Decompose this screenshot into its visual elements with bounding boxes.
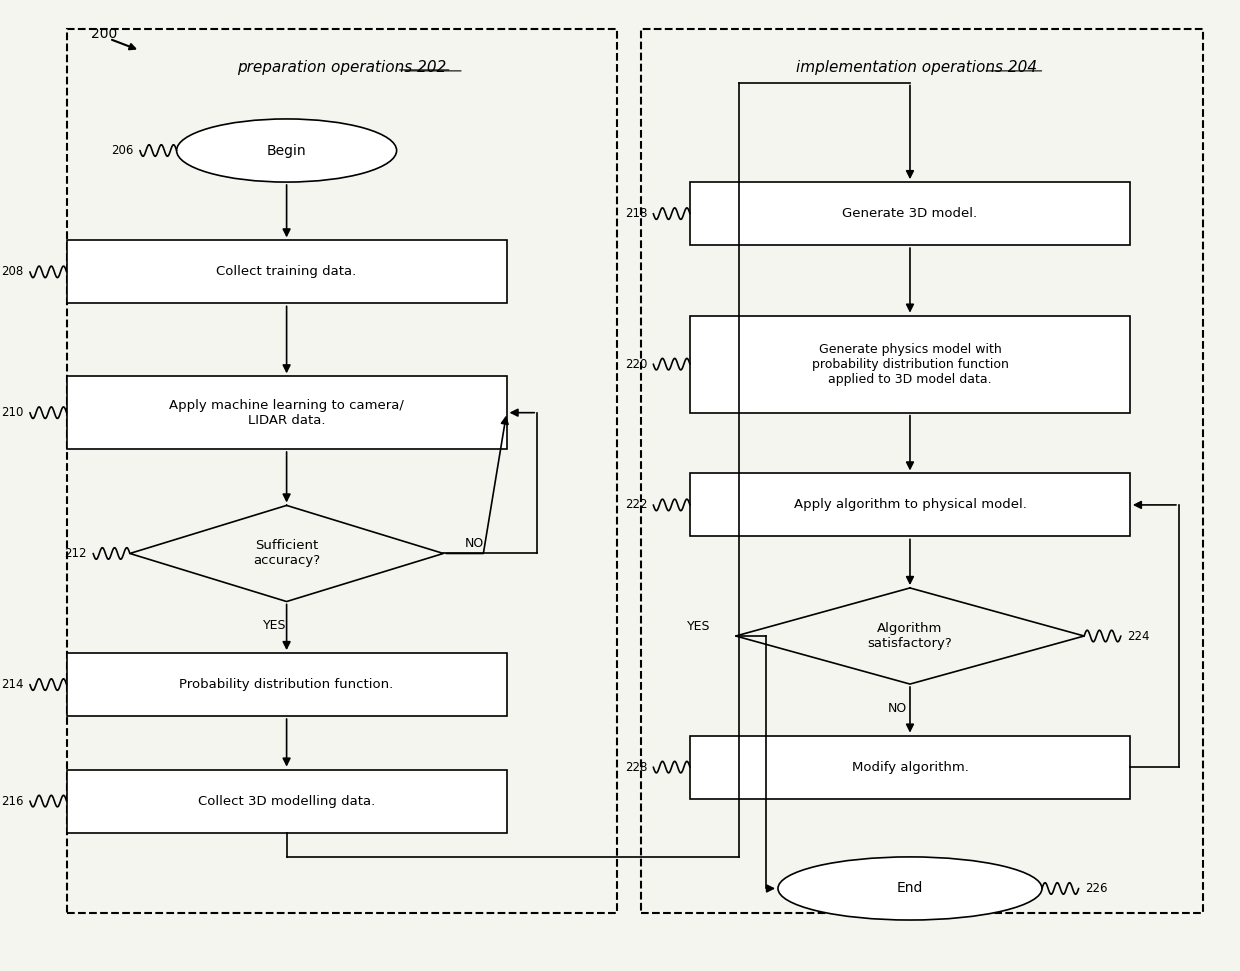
FancyBboxPatch shape — [67, 769, 507, 833]
Text: Modify algorithm.: Modify algorithm. — [852, 760, 968, 774]
Ellipse shape — [176, 119, 397, 183]
Text: Generate 3D model.: Generate 3D model. — [842, 207, 977, 220]
Text: NO: NO — [464, 537, 484, 551]
Text: 224: 224 — [1127, 629, 1149, 643]
Text: 210: 210 — [1, 406, 24, 419]
Text: 218: 218 — [625, 207, 647, 220]
Text: 214: 214 — [1, 678, 24, 691]
FancyBboxPatch shape — [67, 653, 507, 717]
Text: End: End — [897, 882, 923, 895]
Ellipse shape — [777, 856, 1042, 921]
Text: NO: NO — [888, 702, 908, 715]
Text: 226: 226 — [1085, 882, 1107, 895]
FancyBboxPatch shape — [689, 183, 1130, 245]
Text: Generate physics model with
probability distribution function
applied to 3D mode: Generate physics model with probability … — [811, 343, 1008, 385]
Text: Begin: Begin — [267, 144, 306, 157]
Text: 212: 212 — [64, 547, 87, 560]
FancyBboxPatch shape — [689, 474, 1130, 536]
FancyBboxPatch shape — [689, 316, 1130, 413]
Text: 200: 200 — [91, 27, 118, 41]
Text: Apply machine learning to camera/
LIDAR data.: Apply machine learning to camera/ LIDAR … — [169, 399, 404, 426]
Text: Collect 3D modelling data.: Collect 3D modelling data. — [198, 794, 376, 808]
Text: Collect training data.: Collect training data. — [217, 265, 357, 279]
Text: Algorithm
satisfactory?: Algorithm satisfactory? — [868, 622, 952, 650]
Text: 208: 208 — [1, 265, 24, 279]
Text: Apply algorithm to physical model.: Apply algorithm to physical model. — [794, 498, 1027, 512]
Text: preparation operations 202: preparation operations 202 — [237, 60, 446, 76]
Text: 216: 216 — [1, 794, 24, 808]
Text: 220: 220 — [625, 357, 647, 371]
Text: 228: 228 — [625, 760, 647, 774]
Text: Probability distribution function.: Probability distribution function. — [180, 678, 394, 691]
Text: implementation operations 204: implementation operations 204 — [796, 60, 1037, 76]
Text: YES: YES — [687, 619, 711, 633]
Text: 222: 222 — [625, 498, 647, 512]
Text: Sufficient
accuracy?: Sufficient accuracy? — [253, 540, 320, 567]
FancyBboxPatch shape — [67, 377, 507, 449]
FancyBboxPatch shape — [689, 736, 1130, 798]
FancyBboxPatch shape — [67, 241, 507, 303]
Text: 206: 206 — [112, 144, 134, 157]
Text: YES: YES — [263, 619, 286, 632]
